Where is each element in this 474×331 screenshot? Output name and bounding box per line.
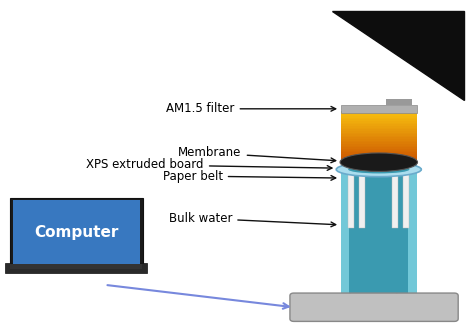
Bar — [341, 119, 417, 121]
Bar — [386, 99, 412, 105]
FancyBboxPatch shape — [290, 293, 458, 321]
Bar — [341, 113, 417, 115]
Bar — [348, 174, 354, 228]
Bar — [341, 124, 417, 126]
Ellipse shape — [336, 162, 421, 177]
Bar — [341, 122, 417, 124]
Bar — [341, 114, 417, 116]
Bar — [408, 111, 417, 301]
Text: XPS extruded board: XPS extruded board — [86, 158, 332, 171]
Bar — [341, 160, 417, 162]
Bar — [12, 200, 140, 264]
Bar — [341, 132, 417, 134]
Bar — [341, 139, 417, 141]
Bar — [341, 150, 417, 152]
Bar — [341, 157, 417, 159]
Bar — [341, 152, 417, 154]
Bar — [341, 134, 417, 136]
Text: Computer: Computer — [34, 225, 118, 240]
Bar — [341, 154, 417, 156]
Bar — [359, 174, 365, 228]
Bar — [341, 137, 417, 139]
Bar — [341, 116, 417, 118]
Bar — [341, 126, 417, 127]
Bar — [341, 159, 417, 161]
Bar — [341, 145, 417, 147]
Text: Membrane: Membrane — [178, 147, 336, 163]
Bar — [341, 111, 417, 301]
Bar — [341, 130, 417, 132]
Bar — [403, 174, 409, 228]
Text: Paper belt: Paper belt — [163, 169, 336, 183]
Bar — [341, 140, 417, 142]
Bar — [341, 127, 417, 129]
Text: AM1.5 filter: AM1.5 filter — [166, 102, 336, 115]
Bar — [341, 121, 417, 123]
Bar — [341, 155, 417, 157]
Bar — [341, 142, 417, 144]
Bar — [341, 149, 417, 151]
Bar — [5, 263, 147, 273]
Bar — [392, 174, 398, 228]
Ellipse shape — [340, 153, 418, 171]
Bar — [341, 105, 417, 113]
Bar — [341, 147, 417, 149]
Text: Bulk water: Bulk water — [169, 212, 336, 227]
Bar — [9, 198, 143, 266]
Bar — [341, 144, 417, 146]
Bar — [341, 118, 417, 119]
Text: Xenon
lamp: Xenon lamp — [397, 34, 441, 63]
Ellipse shape — [348, 166, 410, 173]
Text: Electronic
balance: Electronic balance — [341, 293, 407, 321]
Bar — [341, 129, 417, 131]
Bar — [341, 135, 417, 137]
Bar — [10, 264, 143, 269]
Bar — [341, 297, 417, 301]
Bar — [341, 111, 349, 301]
Polygon shape — [331, 11, 464, 100]
